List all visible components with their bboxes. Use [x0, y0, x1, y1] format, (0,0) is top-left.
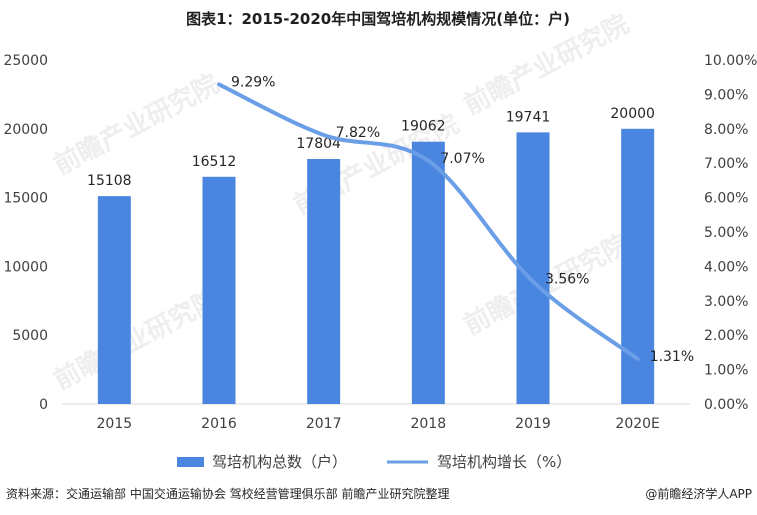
right-axis-tick-label: 4.00% — [704, 259, 748, 275]
legend-bar-label: 驾培机构总数（户） — [212, 453, 347, 471]
x-axis-tick-labels: 2015 2016 2017 2018 2019 2020E — [97, 416, 660, 432]
growth-value-label: 9.29% — [231, 74, 275, 90]
bar — [97, 196, 131, 404]
x-axis-tick-label: 2018 — [411, 416, 447, 432]
bar-value-label: 19062 — [401, 119, 446, 135]
bar — [202, 176, 236, 404]
right-y-axis: 0.00% 1.00% 2.00% 3.00% 4.00% 5.00% 6.00% 7.00%… — [704, 53, 757, 413]
right-axis-tick-label: 2.00% — [704, 328, 748, 344]
growth-line-series — [217, 82, 640, 361]
x-axis-tick-label: 2015 — [97, 416, 133, 432]
right-axis-tick-label: 7.00% — [704, 156, 748, 172]
right-axis-tick-label: 8.00% — [704, 122, 748, 138]
bar-value-label: 15108 — [87, 173, 132, 189]
bar-series — [97, 128, 655, 405]
left-axis-tick-label: 10000 — [3, 259, 48, 275]
legend-bar-swatch — [177, 457, 204, 467]
growth-line — [217, 82, 640, 361]
legend: 驾培机构总数（户） 驾培机构增长（%） — [177, 453, 571, 471]
growth-value-label: 7.82% — [336, 125, 380, 141]
right-axis-tick-label: 5.00% — [704, 225, 748, 241]
right-axis-tick-label: 0.00% — [704, 397, 748, 413]
x-axis-tick-label: 2020E — [615, 416, 659, 432]
credit-note: @前瞻经济学人APP — [645, 486, 752, 501]
chart-title: 图表1：2015-2020年中国驾培机构规模情况(单位：户) — [186, 10, 570, 28]
source-note: 资料来源：交通运输部 中国交通运输协会 驾校经营管理俱乐部 前瞻产业研究院整理 — [6, 486, 449, 501]
bar-value-label: 16512 — [192, 154, 237, 170]
watermark-text: 前瞻产业研究院 — [49, 283, 224, 396]
growth-value-label: 3.56% — [545, 272, 589, 288]
left-y-axis: 0 5000 10000 15000 20000 25000 — [3, 53, 48, 413]
bar-value-label: 20000 — [610, 106, 655, 122]
x-axis-tick-label: 2016 — [201, 416, 237, 432]
bar — [411, 141, 445, 404]
bar-value-label: 17804 — [296, 136, 341, 152]
bar-value-labels: 15108 16512 17804 19062 19741 20000 — [87, 106, 655, 189]
left-axis-tick-label: 20000 — [3, 122, 48, 138]
right-axis-tick-label: 3.00% — [704, 294, 748, 310]
right-axis-tick-label: 6.00% — [704, 191, 748, 207]
right-axis-tick-label: 9.00% — [704, 87, 748, 103]
growth-value-label: 1.31% — [650, 349, 694, 365]
right-axis-tick-label: 1.00% — [704, 363, 748, 379]
growth-value-label: 7.07% — [440, 151, 484, 167]
x-axis-tick-label: 2019 — [515, 416, 551, 432]
right-axis-tick-label: 10.00% — [704, 53, 757, 69]
left-axis-tick-label: 15000 — [3, 191, 48, 207]
bar — [307, 159, 341, 404]
bar-value-label: 19741 — [506, 109, 551, 125]
x-axis-tick-label: 2017 — [306, 416, 342, 432]
growth-value-labels: 9.29% 7.82% 7.07% 3.56% 1.31% — [231, 74, 694, 365]
left-axis-tick-label: 25000 — [3, 53, 48, 69]
legend-line-label: 驾培机构增长（%） — [437, 453, 571, 471]
left-axis-tick-label: 5000 — [12, 328, 48, 344]
left-axis-tick-label: 0 — [39, 397, 48, 413]
